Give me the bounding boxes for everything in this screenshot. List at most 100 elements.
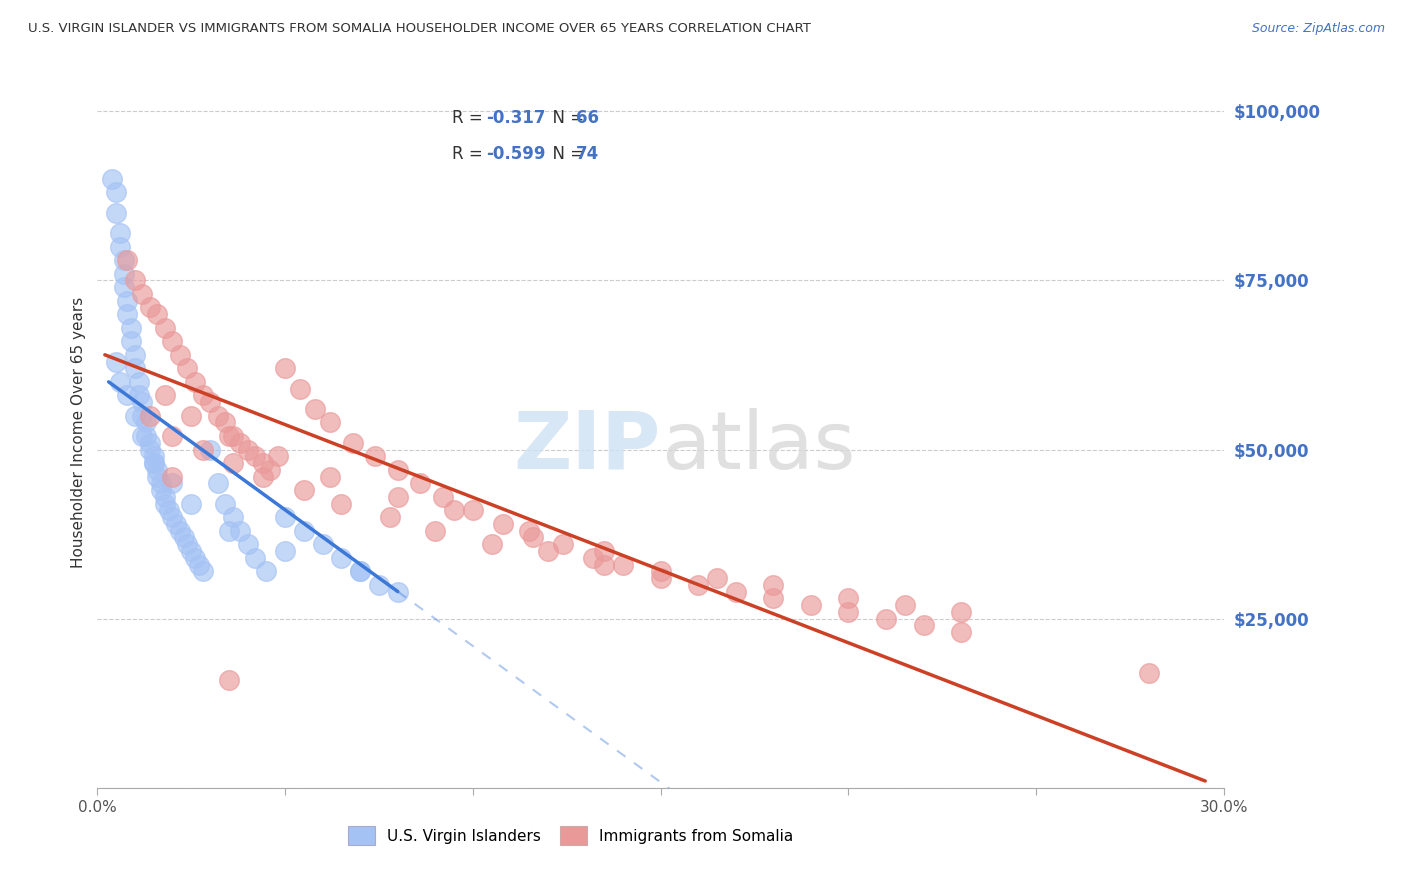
Point: [368, 578, 391, 592]
Point: [105, 186, 128, 200]
Point: [387, 490, 409, 504]
Point: [481, 537, 503, 551]
Point: [191, 388, 214, 402]
Point: [461, 503, 484, 517]
Point: [105, 205, 128, 219]
Point: [432, 490, 454, 504]
Point: [292, 524, 315, 538]
Point: [1137, 665, 1160, 680]
Point: [593, 544, 616, 558]
Point: [688, 578, 710, 592]
Point: [131, 429, 153, 443]
Point: [319, 416, 342, 430]
Point: [162, 469, 184, 483]
Point: [117, 307, 139, 321]
Point: [198, 442, 221, 457]
Point: [207, 409, 229, 423]
Point: [139, 442, 162, 457]
Text: R =: R =: [453, 145, 488, 163]
Point: [169, 524, 191, 538]
Point: [537, 544, 560, 558]
Point: [950, 605, 973, 619]
Text: R =: R =: [453, 110, 488, 128]
Point: [349, 564, 371, 578]
Point: [724, 584, 747, 599]
Point: [650, 571, 672, 585]
Point: [243, 550, 266, 565]
Point: [139, 301, 162, 315]
Point: [409, 476, 432, 491]
Point: [162, 429, 184, 443]
Point: [425, 524, 447, 538]
Point: [146, 469, 169, 483]
Point: [387, 584, 409, 599]
Point: [582, 550, 605, 565]
Point: [292, 483, 315, 497]
Point: [221, 429, 243, 443]
Point: [912, 618, 935, 632]
Point: [950, 625, 973, 640]
Point: [214, 416, 236, 430]
Point: [120, 320, 142, 334]
Point: [108, 375, 131, 389]
Point: [443, 503, 465, 517]
Point: [837, 591, 859, 606]
Point: [522, 531, 544, 545]
Point: [221, 510, 243, 524]
Point: [142, 456, 165, 470]
Y-axis label: Householder Income Over 65 years: Householder Income Over 65 years: [72, 297, 86, 568]
Point: [236, 442, 259, 457]
Point: [243, 450, 266, 464]
Point: [180, 544, 202, 558]
Point: [162, 476, 184, 491]
Point: [150, 483, 173, 497]
Text: N =: N =: [543, 145, 589, 163]
Point: [162, 510, 184, 524]
Point: [112, 267, 135, 281]
Point: [593, 558, 616, 572]
Point: [101, 172, 124, 186]
Point: [184, 550, 207, 565]
Point: [650, 564, 672, 578]
Point: [146, 307, 169, 321]
Text: 74: 74: [576, 145, 599, 163]
Point: [229, 524, 252, 538]
Point: [214, 497, 236, 511]
Point: [274, 361, 297, 376]
Point: [218, 429, 240, 443]
Point: [150, 476, 173, 491]
Point: [139, 409, 162, 423]
Point: [124, 273, 146, 287]
Text: Source: ZipAtlas.com: Source: ZipAtlas.com: [1251, 22, 1385, 36]
Point: [894, 598, 917, 612]
Point: [142, 450, 165, 464]
Point: [288, 382, 311, 396]
Point: [153, 388, 176, 402]
Point: [187, 558, 209, 572]
Point: [180, 409, 202, 423]
Text: atlas: atlas: [661, 408, 855, 486]
Point: [236, 537, 259, 551]
Legend: U.S. Virgin Islanders, Immigrants from Somalia: U.S. Virgin Islanders, Immigrants from S…: [342, 821, 800, 851]
Point: [124, 409, 146, 423]
Point: [124, 361, 146, 376]
Point: [112, 253, 135, 268]
Point: [180, 497, 202, 511]
Point: [191, 442, 214, 457]
Point: [342, 435, 364, 450]
Point: [176, 537, 198, 551]
Point: [364, 450, 387, 464]
Point: [142, 456, 165, 470]
Point: [762, 591, 785, 606]
Point: [165, 516, 187, 531]
Point: [108, 239, 131, 253]
Point: [612, 558, 634, 572]
Point: [162, 334, 184, 349]
Point: [254, 564, 277, 578]
Point: [800, 598, 823, 612]
Point: [184, 375, 207, 389]
Point: [117, 293, 139, 308]
Point: [173, 531, 195, 545]
Point: [517, 524, 540, 538]
Point: [153, 320, 176, 334]
